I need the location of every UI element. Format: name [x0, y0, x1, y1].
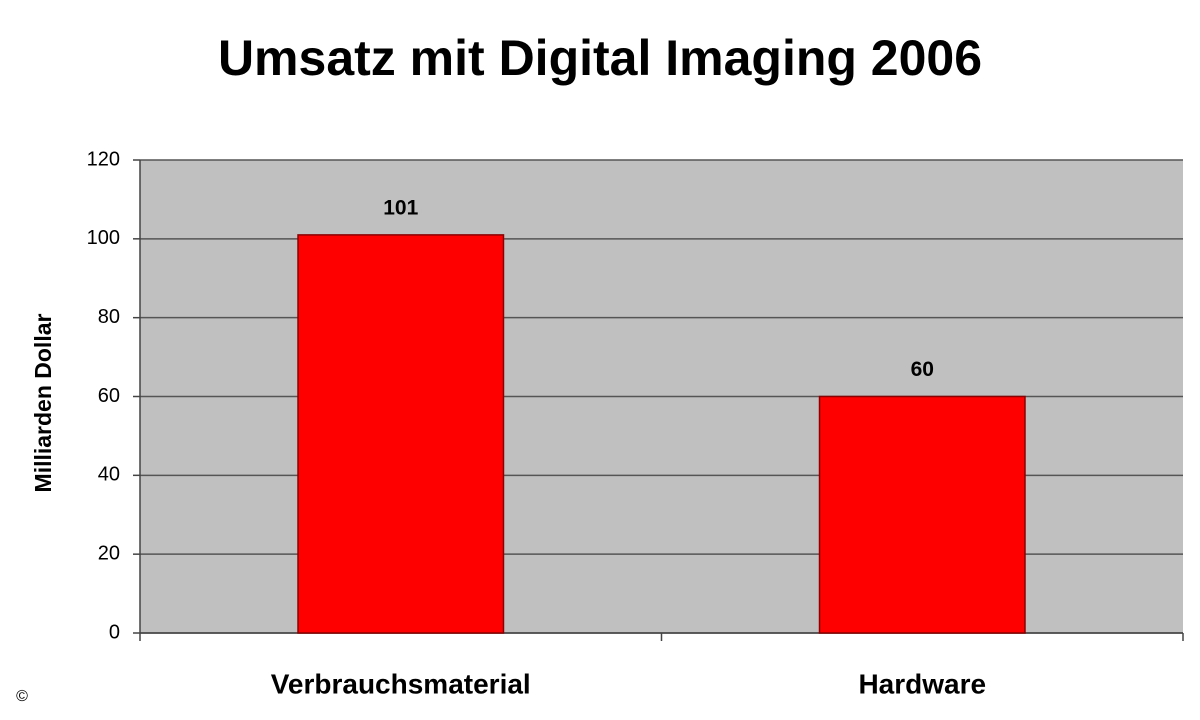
y-tick-label: 40 [98, 464, 120, 486]
bar [818, 395, 1026, 634]
y-tick-label: 120 [87, 148, 120, 170]
y-tick-label: 20 [98, 542, 120, 564]
x-tick-label: Hardware [858, 668, 986, 699]
value-label: 101 [383, 196, 418, 219]
y-tick-label: 80 [98, 306, 120, 328]
x-tick-label: Verbrauchsmaterial [271, 668, 531, 699]
y-axis-label: Milliarden Dollar [30, 313, 56, 492]
y-tick-label: 60 [98, 385, 120, 407]
value-label: 60 [911, 358, 934, 381]
copyright: © [16, 688, 28, 705]
chart-title: Umsatz mit Digital Imaging 2006 [218, 30, 982, 86]
bar [297, 234, 505, 634]
y-tick-label: 100 [87, 227, 120, 249]
y-tick-label: 0 [109, 621, 120, 643]
